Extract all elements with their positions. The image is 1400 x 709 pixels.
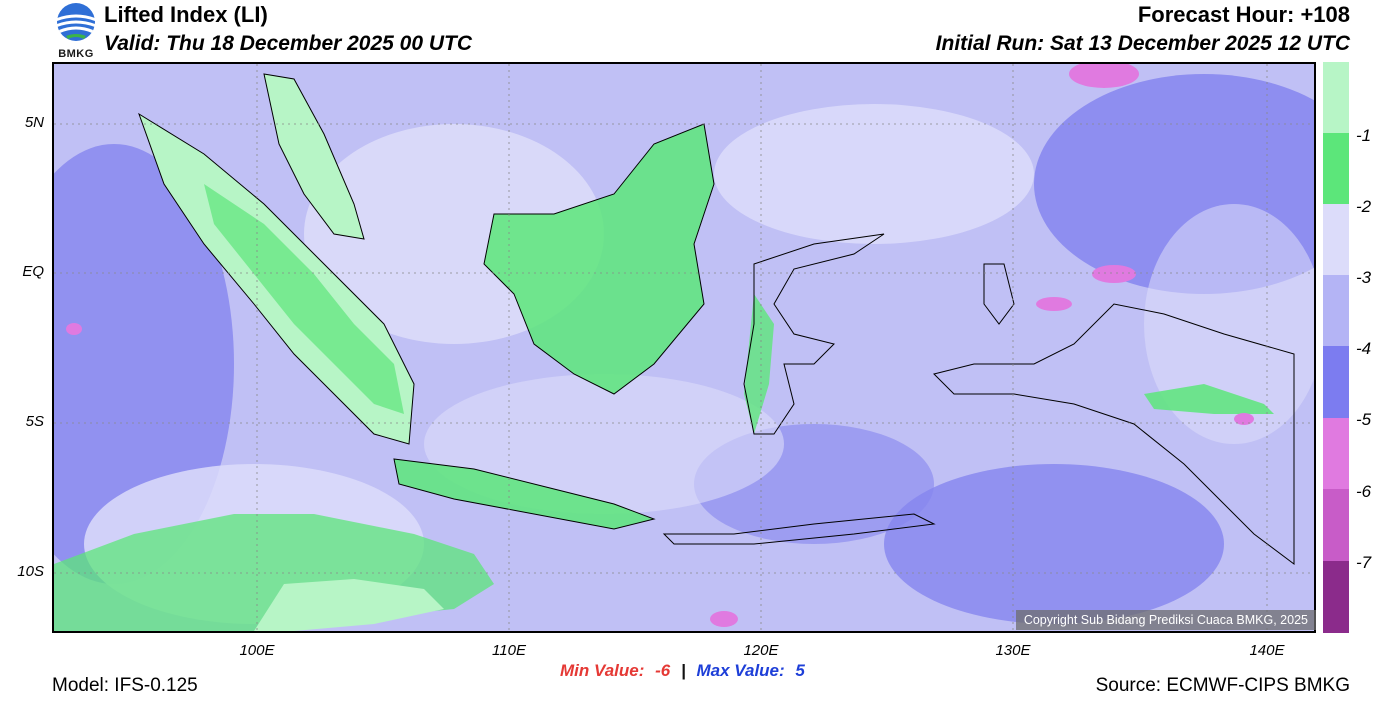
colorbar [1323,62,1349,633]
map-title: Lifted Index (LI) [104,2,268,27]
lon-label-130e: 130E [995,642,1031,659]
colorbar-seg-6 [1323,489,1349,561]
colorbar-label-neg4: -4 [1356,339,1372,358]
min-label: Min Value: [560,661,645,680]
li-field [54,64,1314,631]
lat-label-5n: 5N [24,114,44,131]
colorbar-seg-0 [1323,62,1349,133]
lat-label-5s: 5S [25,413,44,430]
model-name: Model: IFS-0.125 [52,675,198,696]
stats-separator: | [680,661,686,680]
colorbar-seg-2 [1323,204,1349,275]
lon-label-120e: 120E [743,642,779,659]
map-canvas [54,64,1314,631]
logo-text: BMKG [58,48,94,60]
max-label: Max Value: [696,661,785,680]
colorbar-label-neg2: -2 [1356,197,1372,216]
min-value: -6 [655,661,671,680]
colorbar-label-neg7: -7 [1356,553,1372,572]
copyright-notice: Copyright Sub Bidang Prediksi Cuaca BMKG… [1015,610,1316,630]
lat-label-10s: 10S [17,563,44,580]
max-value: 5 [795,661,805,680]
bmkg-logo [52,2,100,60]
colorbar-label-neg3: -3 [1356,268,1372,287]
lon-label-140e: 140E [1249,642,1285,659]
colorbar-seg-7 [1323,561,1349,633]
colorbar-label-neg6: -6 [1356,482,1372,501]
colorbar-seg-1 [1323,133,1349,204]
colorbar-seg-3 [1323,275,1349,346]
colorbar-seg-5 [1323,418,1349,489]
min-max-values: Min Value: -6 | Max Value: 5 [560,661,805,681]
lifted-index-map [52,62,1316,633]
valid-time: Valid: Thu 18 December 2025 00 UTC [104,32,473,55]
data-source: Source: ECMWF-CIPS BMKG [1095,675,1350,696]
lon-label-110e: 110E [492,642,526,659]
colorbar-label-neg1: -1 [1356,126,1372,145]
initial-run: Initial Run: Sat 13 December 2025 12 UTC [935,32,1350,55]
graticule [54,64,1314,631]
coastlines [138,73,1295,565]
colorbar-seg-4 [1323,346,1349,418]
forecast-hour: Forecast Hour: +108 [1137,2,1350,27]
lat-label-eq: EQ [22,263,44,280]
lon-label-100e: 100E [239,642,275,659]
colorbar-label-neg5: -5 [1356,410,1372,429]
